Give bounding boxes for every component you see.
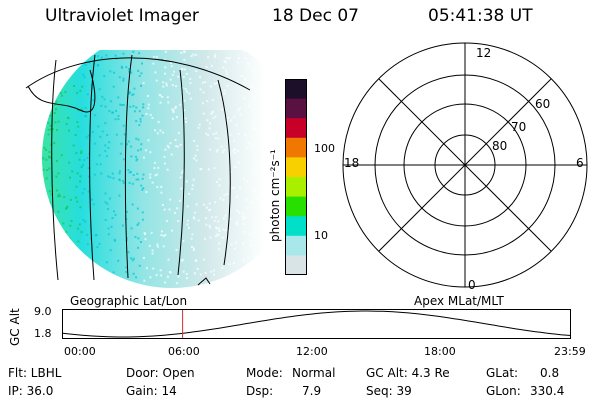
colorbar-tick-10: 10 bbox=[314, 229, 328, 242]
polar-label-60: 60 bbox=[535, 97, 551, 111]
colorbar-unit-label: photon cm⁻²s⁻¹ bbox=[268, 149, 282, 242]
colorbar-stripe bbox=[285, 118, 307, 139]
altitude-plot bbox=[62, 309, 572, 339]
filter-status: Flt: LBHL bbox=[8, 366, 62, 380]
time-tick-0000: 00:00 bbox=[64, 345, 96, 358]
colorbar-stripe bbox=[285, 98, 307, 119]
date-label: 18 Dec 07 bbox=[272, 6, 359, 26]
alt-tick-9: 9.0 bbox=[34, 305, 52, 318]
polar-label-80: 80 bbox=[492, 139, 508, 153]
glon-value: 330.4 bbox=[530, 384, 565, 398]
colorbar-stripe bbox=[285, 157, 307, 178]
colorbar-stripe bbox=[285, 177, 307, 198]
alt-tick-1-8: 1.8 bbox=[34, 327, 52, 340]
time-label: 05:41:38 UT bbox=[428, 6, 533, 26]
glat-value: 0.8 bbox=[540, 366, 560, 380]
polar-grid-plot bbox=[342, 42, 588, 288]
polar-label-0: 0 bbox=[468, 278, 476, 292]
geographic-image-panel bbox=[25, 50, 265, 288]
polar-label-12: 12 bbox=[476, 46, 492, 60]
instrument-title: Ultraviolet Imager bbox=[45, 6, 199, 26]
colorbar-stripe bbox=[285, 79, 307, 100]
glon-label: GLon: bbox=[486, 384, 521, 398]
colorbar-stripe bbox=[285, 196, 307, 217]
apex-projection-label: Apex MLat/MLT bbox=[414, 294, 504, 308]
geographic-projection-label: Geographic Lat/Lon bbox=[70, 294, 188, 308]
dsp-label: Dsp: bbox=[246, 384, 274, 398]
gain-status: Gain: 14 bbox=[126, 384, 177, 398]
gc-alt-axis-label: GC Alt bbox=[8, 308, 22, 346]
dsp-value: 7.9 bbox=[302, 384, 322, 398]
colorbar-stripe bbox=[285, 137, 307, 158]
colorbar-stripe bbox=[285, 255, 307, 275]
ip-status: IP: 36.0 bbox=[8, 384, 54, 398]
mode-value: Normal bbox=[292, 366, 336, 380]
time-tick-1800: 18:00 bbox=[424, 345, 456, 358]
time-tick-2359: 23:59 bbox=[554, 345, 586, 358]
glat-label: GLat: bbox=[486, 366, 519, 380]
polar-label-70: 70 bbox=[511, 120, 527, 134]
altitude-curve bbox=[62, 310, 572, 338]
time-tick-0600: 06:00 bbox=[168, 345, 200, 358]
door-status: Door: Open bbox=[126, 366, 195, 380]
seq-status: Seq: 39 bbox=[366, 384, 412, 398]
colorbar-stripe bbox=[285, 216, 307, 237]
polar-label-6: 6 bbox=[576, 156, 584, 170]
colorbar-stripe bbox=[285, 235, 307, 256]
mode-label: Mode: bbox=[246, 366, 283, 380]
time-tick-1200: 12:00 bbox=[296, 345, 328, 358]
polar-label-18: 18 bbox=[344, 156, 360, 170]
colorbar-tick-100: 100 bbox=[314, 142, 335, 155]
colorbar bbox=[285, 79, 307, 275]
gc-alt-status: GC Alt: 4.3 Re bbox=[366, 366, 450, 380]
